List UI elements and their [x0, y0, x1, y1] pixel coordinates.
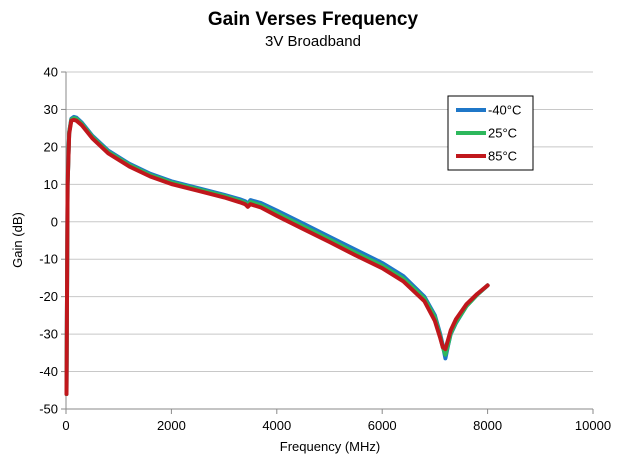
x-tick-label: 8000: [473, 418, 502, 433]
x-tick-label: 2000: [157, 418, 186, 433]
chart-subtitle: 3V Broadband: [265, 33, 361, 50]
x-tick-label: 0: [62, 418, 69, 433]
y-tick-label: 10: [44, 177, 58, 192]
legend-label: 25°C: [488, 126, 517, 141]
y-tick-label: -20: [39, 289, 58, 304]
series-lines: [64, 114, 490, 396]
y-axis-title: Gain (dB): [10, 212, 25, 268]
y-tick-label: -10: [39, 252, 58, 267]
chart-title: Gain Verses Frequency: [208, 9, 419, 30]
legend-label: 85°C: [488, 149, 517, 164]
y-tick-label: 40: [44, 65, 58, 80]
x-axis-title: Frequency (MHz): [280, 439, 380, 454]
y-tick-label: 30: [44, 102, 58, 117]
y-tick-labels: 40 30 20 10 0 -10 -20 -30 -40 -50: [39, 65, 58, 417]
y-tick-label: -40: [39, 364, 58, 379]
y-tick-label: 0: [51, 214, 58, 229]
x-tick-label: 6000: [368, 418, 397, 433]
series-line-3: [64, 117, 490, 396]
y-tick-label: -50: [39, 402, 58, 417]
legend: -40°C 25°C 85°C: [447, 95, 534, 171]
series-line-1: [64, 114, 490, 396]
x-tick-label: 10000: [575, 418, 611, 433]
series-line-2: [64, 116, 490, 396]
legend-label: -40°C: [488, 103, 521, 118]
x-tick-labels: 0 2000 4000 6000 8000 10000: [62, 418, 611, 433]
y-tick-label: 20: [44, 139, 58, 154]
y-tick-label: -30: [39, 327, 58, 342]
x-tick-label: 4000: [262, 418, 291, 433]
